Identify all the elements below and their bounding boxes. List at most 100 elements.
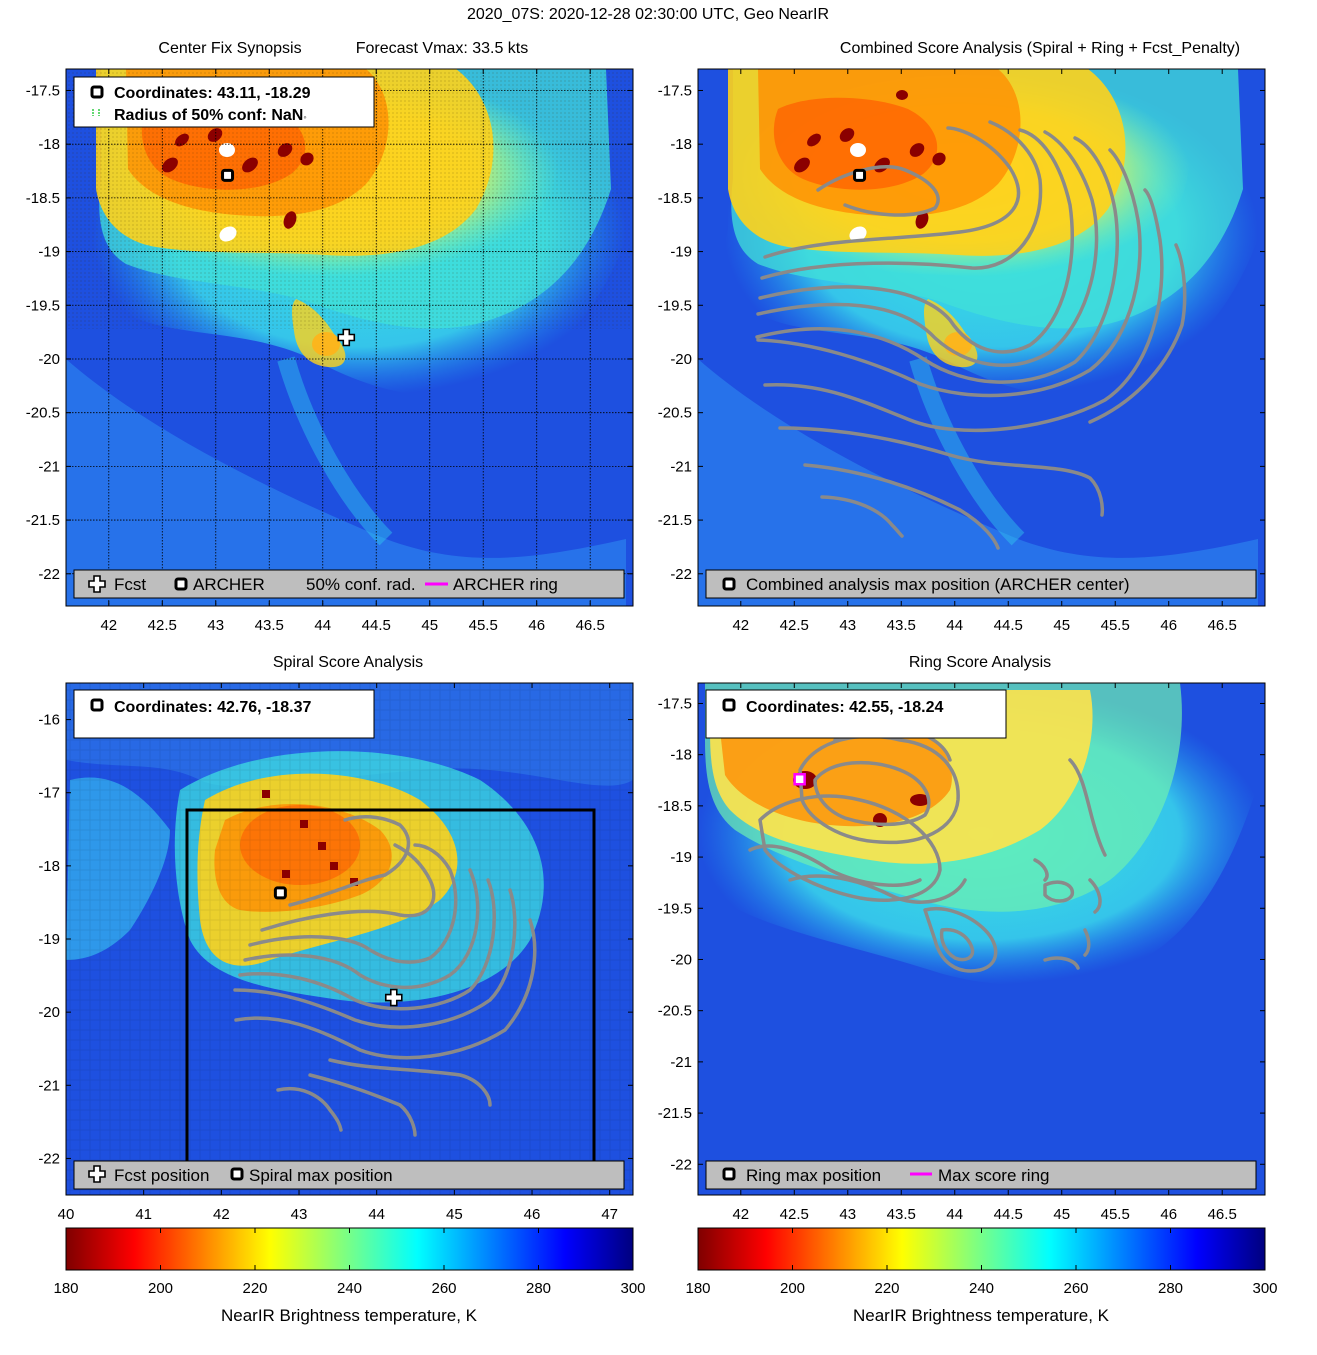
- spiral-x-tick-label: 42: [213, 1206, 230, 1223]
- synopsis-y-tick-label: -20: [38, 351, 60, 368]
- archer-square-icon: [90, 85, 104, 99]
- combined-legend: Combined analysis max position (ARCHER c…: [705, 569, 1257, 599]
- synopsis-y-tick-label: -21.5: [26, 512, 60, 529]
- colorbar-tick-label: 300: [620, 1280, 645, 1297]
- legend-combined-max: Combined analysis max position (ARCHER c…: [746, 575, 1130, 594]
- ring-y-tick-label: -20.5: [658, 1003, 692, 1020]
- archer-center-marker: [221, 168, 235, 182]
- ring-y-tick-label: -17.5: [658, 695, 692, 712]
- combined-x-tick-label: 42.5: [780, 617, 809, 634]
- spiral-y-tick-label: -18: [38, 858, 60, 875]
- spiral-y-tick-label: -22: [38, 1150, 60, 1167]
- combined-y-tick-label: -19: [670, 244, 692, 261]
- combined-y-tick-label: -18.5: [658, 190, 692, 207]
- archer-square-icon: [174, 577, 188, 591]
- ring-x-tick-label: 45.5: [1101, 1206, 1130, 1223]
- ring-max-square-icon: [722, 1167, 736, 1181]
- synopsis-x-tick-label: 43.5: [255, 617, 284, 634]
- ring-coordinates: Coordinates: 42.55, -18.24: [746, 699, 944, 716]
- legend-fcst-position: Fcst position: [114, 1166, 209, 1185]
- legend-archer: ARCHER: [193, 575, 265, 594]
- synopsis-y-tick-label: -21: [38, 458, 60, 475]
- ring-title: Ring Score Analysis: [909, 654, 1051, 671]
- colorbar-tick-label: 240: [969, 1280, 994, 1297]
- ring-legend: Ring max position Max score ring: [705, 1160, 1257, 1190]
- ring-x-tick-label: 43: [839, 1206, 856, 1223]
- synopsis-info-box: Coordinates: 43.11, -18.29 Radius of 50%…: [73, 76, 375, 128]
- ring-max-marker: [793, 773, 806, 786]
- synopsis-x-tick-label: 46: [528, 617, 545, 634]
- spiral-square-icon: [90, 698, 104, 712]
- colorbar-tick-label: 280: [526, 1280, 551, 1297]
- panel-spiral-score: Spiral Score Analysis: [38, 654, 634, 1223]
- ring-y-tick-label: -22: [670, 1156, 692, 1173]
- ring-x-tick-label: 42.5: [780, 1206, 809, 1223]
- spiral-y-tick-label: -16: [38, 712, 60, 729]
- combined-x-tick-label: 44.5: [994, 617, 1023, 634]
- synopsis-x-tick-label: 45.5: [469, 617, 498, 634]
- colorbar-tick-label: 180: [685, 1280, 710, 1297]
- synopsis-x-tick-label: 44.5: [362, 617, 391, 634]
- synopsis-radius: Radius of 50% conf: NaN: [114, 107, 303, 124]
- colorbar-tick-label: 200: [780, 1280, 805, 1297]
- panel-combined-score: Combined Score Analysis (Spiral + Ring +…: [658, 40, 1266, 634]
- spiral-heatmap: [66, 683, 633, 1195]
- colorbar-label: NearIR Brightness temperature, K: [221, 1306, 478, 1325]
- ring-x-tick-label: 44: [946, 1206, 963, 1223]
- combined-x-tick-label: 42: [732, 617, 749, 634]
- spiral-x-tick-label: 44: [368, 1206, 385, 1223]
- synopsis-y-tick-label: -20.5: [26, 405, 60, 422]
- legend-fcst: Fcst: [114, 575, 146, 594]
- spiral-coordinates: Coordinates: 42.76, -18.37: [114, 699, 312, 716]
- legend-ring-max: Ring max position: [746, 1166, 881, 1185]
- colorbar-tick-label: 180: [53, 1280, 78, 1297]
- spiral-x-tick-label: 43: [291, 1206, 308, 1223]
- combined-x-tick-label: 45.5: [1101, 617, 1130, 634]
- combined-y-tick-label: -20: [670, 351, 692, 368]
- spiral-y-tick-label: -20: [38, 1004, 60, 1021]
- spiral-legend: Fcst position Spiral max position: [73, 1160, 625, 1190]
- combined-x-tick-label: 45: [1053, 617, 1070, 634]
- legend-archer-ring: ARCHER ring: [453, 575, 558, 594]
- synopsis-x-tick-label: 42: [100, 617, 117, 634]
- synopsis-grid: [66, 69, 633, 606]
- ring-y-tick-label: -21.5: [658, 1105, 692, 1122]
- synopsis-y-tick-label: -22: [38, 566, 60, 583]
- spiral-y-tick-label: -21: [38, 1077, 60, 1094]
- ring-heatmap: [698, 683, 1265, 1195]
- spiral-info-box: Coordinates: 42.76, -18.37: [73, 689, 375, 739]
- synopsis-title: Center Fix Synopsis: [158, 40, 301, 57]
- ring-y-tick-label: -18: [670, 747, 692, 764]
- panel-ring-score: Ring Score Analysis: [658, 654, 1266, 1223]
- ring-x-tick-label: 44.5: [994, 1206, 1023, 1223]
- ring-square-icon: [722, 698, 736, 712]
- legend-max-score-ring: Max score ring: [938, 1166, 1049, 1185]
- synopsis-y-tick-label: -19: [38, 244, 60, 261]
- ring-info-box: Coordinates: 42.55, -18.24: [705, 689, 1007, 739]
- spiral-y-tick-label: -17: [38, 785, 60, 802]
- ring-x-tick-label: 46.5: [1208, 1206, 1237, 1223]
- colorbar-tick-label: 200: [148, 1280, 173, 1297]
- ring-x-tick-label: 45: [1053, 1206, 1070, 1223]
- colorbar-tick-label: 240: [337, 1280, 362, 1297]
- synopsis-x-tick-label: 44: [314, 617, 331, 634]
- combined-max-square-icon: [722, 577, 736, 591]
- colorbar-left: 180 200 220 240 260 280 300 NearIR Brightness t…: [53, 1227, 646, 1325]
- spiral-x-tick-label: 40: [58, 1206, 75, 1223]
- synopsis-coordinates: Coordinates: 43.11, -18.29: [114, 85, 311, 102]
- colorbar-tick-label: 280: [1158, 1280, 1183, 1297]
- spiral-max-square-icon: [230, 1167, 244, 1181]
- synopsis-y-tick-label: -19.5: [26, 297, 60, 314]
- combined-x-tick-label: 43.5: [887, 617, 916, 634]
- synopsis-x-tick-label: 42.5: [148, 617, 177, 634]
- colorbar-tick-label: 260: [1063, 1280, 1088, 1297]
- panel-center-fix-synopsis: Center Fix Synopsis Forecast Vmax: 33.5 …: [26, 40, 634, 634]
- combined-y-tick-label: -17.5: [658, 82, 692, 99]
- ring-x-tick-label: 46: [1160, 1206, 1177, 1223]
- synopsis-x-tick-label: 43: [207, 617, 224, 634]
- colorbar-tick-label: 260: [431, 1280, 456, 1297]
- synopsis-radius-suffix: ◦: [303, 112, 306, 122]
- svg-text:Radius of 50% conf: NaN◦: Radius of 50% conf: NaN◦: [114, 107, 307, 124]
- combined-title: Combined Score Analysis (Spiral + Ring +…: [840, 40, 1240, 57]
